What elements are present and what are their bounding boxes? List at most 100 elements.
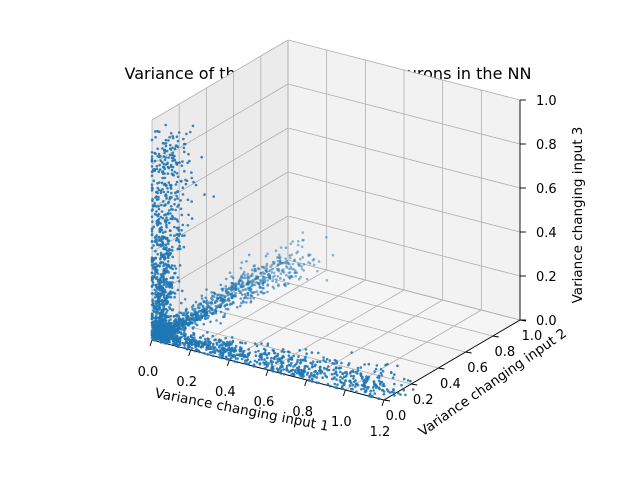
scatter-point: [335, 378, 338, 381]
scatter-point: [182, 326, 185, 330]
gridline-z-side: [151, 215, 289, 297]
scatter-point: [302, 359, 305, 362]
scatter-point: [210, 308, 213, 311]
scatter-point: [338, 379, 342, 382]
scatter-point: [160, 320, 164, 323]
scatter-point: [229, 352, 233, 355]
scatter-point: [153, 273, 157, 276]
y-tick-mark: [438, 367, 445, 370]
scatter-point: [271, 260, 275, 264]
scatter-point: [158, 130, 161, 134]
scatter-point: [176, 288, 180, 292]
scatter-point: [157, 239, 161, 242]
scatter-point: [296, 358, 300, 362]
scatter-point: [199, 345, 203, 349]
scatter-point: [175, 162, 178, 165]
scatter-point: [268, 275, 272, 279]
scatter-point: [378, 387, 382, 391]
scatter-point: [189, 335, 193, 338]
scatter-point: [155, 205, 158, 208]
scatter-point: [381, 369, 385, 373]
scatter-point: [281, 354, 285, 358]
scatter-point: [194, 300, 198, 304]
scatter-point: [311, 377, 314, 381]
scatter-point: [154, 317, 158, 320]
scatter-point: [169, 205, 173, 208]
scatter-point: [171, 151, 175, 155]
scatter-point: [301, 256, 305, 259]
scatter-point: [189, 130, 192, 134]
scatter-point: [265, 264, 268, 268]
scatter-point: [180, 311, 183, 315]
scatter-point: [176, 247, 180, 251]
scatter-point: [244, 359, 247, 362]
scatter-point: [253, 365, 256, 368]
gridline-z-back: [287, 127, 521, 189]
scatter-point: [181, 160, 184, 163]
scatter-point: [150, 227, 154, 231]
scatter-point: [288, 357, 292, 361]
scatter-point: [402, 377, 406, 381]
z-tick-label: 0.0: [536, 314, 557, 329]
scatter-point: [165, 216, 168, 219]
scatter-point: [339, 370, 342, 374]
scatter-point: [155, 307, 159, 311]
scatter-point: [313, 373, 316, 377]
scatter-point: [354, 385, 357, 388]
scatter-point: [164, 290, 167, 294]
scatter-point: [153, 296, 157, 299]
scatter-point: [164, 221, 168, 224]
scatter-point: [242, 355, 246, 359]
gridline-x-floor: [267, 289, 405, 371]
scatter-point: [282, 372, 286, 376]
scatter-point: [150, 277, 154, 281]
scatter-point: [264, 254, 268, 258]
scatter-point: [215, 319, 218, 322]
scatter-point: [233, 360, 236, 363]
scatter-point: [171, 336, 175, 339]
scatter-point: [294, 271, 297, 274]
scatter-point: [302, 269, 306, 272]
scatter-point: [285, 273, 288, 277]
scatter-point: [397, 391, 400, 395]
scatter-point: [165, 223, 168, 227]
scatter-point: [158, 336, 162, 339]
scatter-point: [161, 200, 165, 203]
scatter-point: [166, 301, 169, 304]
scatter-point: [315, 381, 318, 384]
scatter-point: [173, 292, 177, 295]
scatter-point: [271, 279, 274, 283]
scatter-point: [153, 335, 156, 338]
scatter-point: [300, 245, 304, 249]
scatter-point: [176, 326, 179, 330]
scatter-point: [185, 318, 188, 322]
z-tick-label: 0.8: [536, 138, 557, 153]
scatter-point: [393, 394, 396, 397]
scatter-point: [240, 341, 244, 345]
scatter-point: [153, 325, 157, 329]
scatter-point: [150, 174, 154, 177]
scatter-point: [277, 269, 281, 273]
scatter-point: [166, 187, 169, 190]
scatter-point: [297, 277, 301, 281]
scatter-point: [193, 320, 197, 323]
scatter-point: [181, 186, 185, 189]
scatter-point: [164, 320, 167, 324]
scatter-point: [349, 374, 353, 378]
grid-lines: [151, 39, 521, 401]
scatter-point: [271, 275, 275, 279]
scatter-point: [366, 387, 369, 390]
scatter-point: [151, 264, 155, 267]
scatter-point: [190, 346, 194, 350]
scatter-point: [211, 350, 214, 354]
scatter-point: [333, 362, 336, 365]
scatter-point: [162, 283, 166, 287]
scatter-point: [319, 371, 322, 375]
scatter-point: [152, 244, 155, 247]
scatter-point: [273, 357, 276, 361]
scatter-point: [211, 334, 214, 338]
scatter-point: [174, 338, 178, 342]
scatter-point: [166, 260, 170, 263]
scatter-point: [230, 296, 234, 300]
scatter-point: [185, 322, 189, 326]
